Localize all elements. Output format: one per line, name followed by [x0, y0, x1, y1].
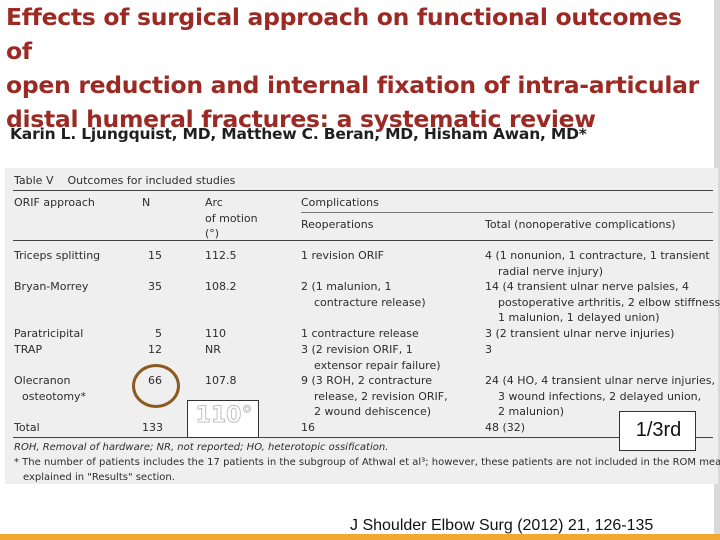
- header-arc-line: Arc: [205, 196, 223, 209]
- table-row-n: 15: [148, 249, 162, 262]
- table-row-total: 3 (2 transient ulnar nerve injuries): [485, 327, 675, 340]
- table-rule-top: [13, 190, 713, 191]
- total-line: 2 malunion): [498, 405, 564, 418]
- table-label: Table V: [14, 174, 54, 187]
- table-row-total: 14 (4 transient ulnar nerve palsies, 4 p…: [485, 279, 720, 326]
- journal-citation: J Shoulder Elbow Surg (2012) 21, 126-135: [350, 517, 654, 534]
- title-line: distal humeral fractures: a systematic r…: [6, 105, 596, 133]
- table-row-reop: 1 contracture release: [301, 327, 419, 340]
- table-rule-header: [13, 240, 713, 241]
- table-row-approach: Triceps splitting: [14, 249, 101, 262]
- bottom-accent-bar: [0, 534, 720, 540]
- approach-line: Olecranon: [14, 374, 71, 387]
- complications-rule: [301, 212, 713, 213]
- approach-line: osteotomy*: [22, 389, 87, 403]
- reop-line: release, 2 revision ORIF,: [314, 389, 448, 403]
- reop-line: 9 (3 ROH, 2 contracture: [301, 374, 433, 387]
- reop-line: contracture release): [314, 295, 426, 309]
- total-line: 14 (4 transient ulnar nerve palsies, 4: [485, 280, 690, 293]
- table-row-arc: 110: [205, 327, 226, 340]
- reop-line: extensor repair failure): [314, 358, 441, 372]
- table-caption-text: Outcomes for included studies: [67, 174, 236, 187]
- table-row-total: 4 (1 nonunion, 1 contracture, 1 transien…: [485, 248, 710, 279]
- title-line: open reduction and internal fixation of …: [6, 71, 699, 99]
- reop-line: 2 wound dehiscence): [314, 405, 432, 418]
- table-row-total: 3: [485, 343, 492, 356]
- table-row-arc: 108.2: [205, 280, 237, 293]
- fraction-callout-text: 1/3rd: [635, 419, 682, 441]
- table-row-arc: NR: [205, 343, 221, 356]
- header-approach: ORIF approach: [14, 196, 95, 209]
- total-line: 24 (4 HO, 4 transient ulnar nerve injuri…: [485, 374, 716, 387]
- total-line: postoperative arthritis, 2 elbow stiffne…: [498, 295, 720, 309]
- table-row-reop: 1 revision ORIF: [301, 249, 384, 262]
- table-row-approach: TRAP: [14, 343, 43, 356]
- paper-title: Effects of surgical approach on function…: [6, 0, 706, 136]
- header-total: Total (nonoperative complications): [485, 218, 676, 231]
- table-row-approach: Paratricipital: [14, 327, 84, 340]
- title-line: Effects of surgical approach on function…: [6, 3, 682, 65]
- reop-line: 3 (2 revision ORIF, 1: [301, 343, 413, 356]
- total-line: 4 (1 nonunion, 1 contracture, 1 transien…: [485, 249, 710, 262]
- table-footnote: ROH, Removal of hardware; NR, not report…: [14, 442, 389, 453]
- header-arc-line: (°): [205, 227, 220, 240]
- header-arc: Arc of motion (°): [205, 195, 258, 242]
- header-n: N: [142, 196, 151, 209]
- angle-callout-box: 110°: [187, 400, 259, 438]
- table-row-approach: Bryan-Morrey: [14, 280, 89, 293]
- table-row-approach: Olecranon osteotomy*: [14, 373, 86, 404]
- table-row-reop: 3 (2 revision ORIF, 1 extensor repair fa…: [301, 342, 441, 373]
- table-row-reop: 9 (3 ROH, 2 contracture release, 2 revis…: [301, 373, 448, 420]
- reop-line: 2 (1 malunion, 1: [301, 280, 392, 293]
- table-footnote: * The number of patients includes the 17…: [14, 457, 720, 468]
- total-row-label: Total: [14, 421, 40, 434]
- total-row-total: 48 (32): [485, 421, 526, 434]
- total-row-n: 133: [142, 421, 163, 434]
- fraction-callout-box: 1/3rd: [619, 411, 696, 451]
- table-footnote: explained in "Results" section.: [23, 472, 175, 483]
- table-row-arc: 107.8: [205, 374, 237, 387]
- total-line: 3 wound infections, 2 delayed union,: [498, 389, 702, 403]
- table-row-n: 5: [155, 327, 162, 340]
- table-row-arc: 112.5: [205, 249, 237, 262]
- total-row-reop: 16: [301, 421, 315, 434]
- table-row-n: 12: [148, 343, 162, 356]
- header-complications: Complications: [301, 196, 379, 209]
- header-reoperations: Reoperations: [301, 218, 374, 231]
- total-line: 1 malunion, 1 delayed union): [498, 311, 660, 324]
- table-rule-bottom: [13, 437, 713, 438]
- outcomes-table: Table V Outcomes for included studies OR…: [5, 168, 720, 484]
- table-row-n: 35: [148, 280, 162, 293]
- total-line: radial nerve injury): [498, 264, 604, 278]
- header-arc-line: of motion: [205, 211, 258, 225]
- highlight-circle: [132, 364, 180, 408]
- table-row-total: 24 (4 HO, 4 transient ulnar nerve injuri…: [485, 373, 715, 420]
- table-caption: Table V Outcomes for included studies: [14, 173, 235, 189]
- angle-callout-text: 110°: [195, 403, 253, 429]
- author-list: Karin L. Ljungquist, MD, Matthew C. Bera…: [10, 125, 587, 143]
- table-row-reop: 2 (1 malunion, 1 contracture release): [301, 279, 426, 310]
